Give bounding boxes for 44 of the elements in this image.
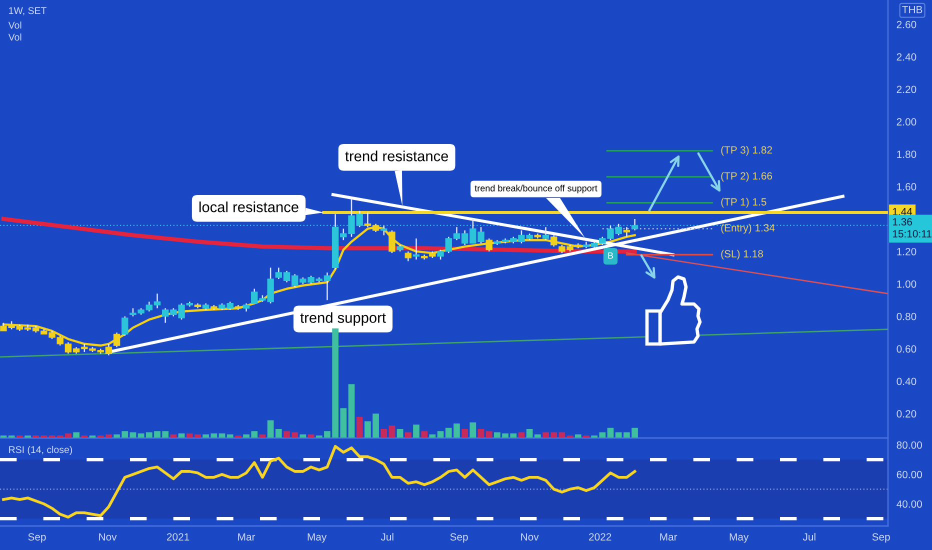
y-axis-title: THB	[902, 6, 922, 14]
y-tick-label: 0.40	[896, 378, 916, 386]
y-tick-label: 1.60	[897, 183, 916, 190]
y-tick-label: 1.80	[897, 150, 916, 158]
series-label: (Entry) 1.34	[721, 224, 775, 234]
y-tick-label: 40.00	[896, 500, 922, 508]
y-tick-label: 0.80	[896, 312, 916, 320]
y-tick-label: 2.60	[896, 20, 916, 28]
text: 1W, SET	[9, 7, 46, 16]
x-tick-label: May	[308, 533, 327, 543]
x-tick-label: Nov	[521, 533, 539, 541]
x-tick-label: Mar	[238, 533, 256, 541]
series-label: (TP 1) 1.5	[721, 198, 766, 208]
y-tick-label: 2.20	[896, 86, 916, 94]
text: RSI (14, close)	[9, 446, 72, 456]
annotation: Vol	[8, 22, 22, 29]
series-label: (TP 3) 1.82	[721, 146, 772, 156]
series-label: (TP 2) 1.66	[721, 172, 772, 182]
x-tick-label: Sep	[450, 533, 468, 543]
y-tick-label: 1.00	[897, 280, 916, 288]
annotation: Vol	[8, 33, 22, 41]
x-tick-label: Mar	[660, 533, 678, 541]
x-tick-label: Jul	[802, 532, 816, 541]
y-tick-label: 1.20	[897, 248, 916, 256]
y-tick-label: 2.00	[896, 118, 916, 126]
annotation: trend support	[300, 312, 386, 326]
x-tick-label: 2021	[167, 533, 190, 541]
y-tick-label: 0.20	[896, 410, 916, 418]
x-tick-label: 2022	[589, 533, 612, 541]
annotation: local resistance	[199, 202, 298, 212]
y-tick-label: 0.60	[896, 345, 916, 353]
x-tick-label: Sep	[872, 533, 890, 543]
series-label: (SL) 1.18	[721, 250, 763, 260]
annotation: trend resistance	[345, 150, 448, 162]
x-tick-label: May	[730, 533, 749, 543]
x-tick-label: Jul	[380, 532, 394, 541]
annotation: trend break/bounce off support	[474, 184, 598, 194]
x-tick-label: Nov	[99, 533, 117, 541]
x-tick-label: Sep	[28, 533, 46, 543]
y-tick-label: 60.00	[896, 470, 922, 478]
y-tick-label: 80.00	[896, 441, 922, 449]
annotation: B	[608, 252, 614, 259]
ref-line-label: 1.36 15:10:11	[892, 218, 932, 238]
y-tick-label: 2.40	[896, 53, 916, 61]
